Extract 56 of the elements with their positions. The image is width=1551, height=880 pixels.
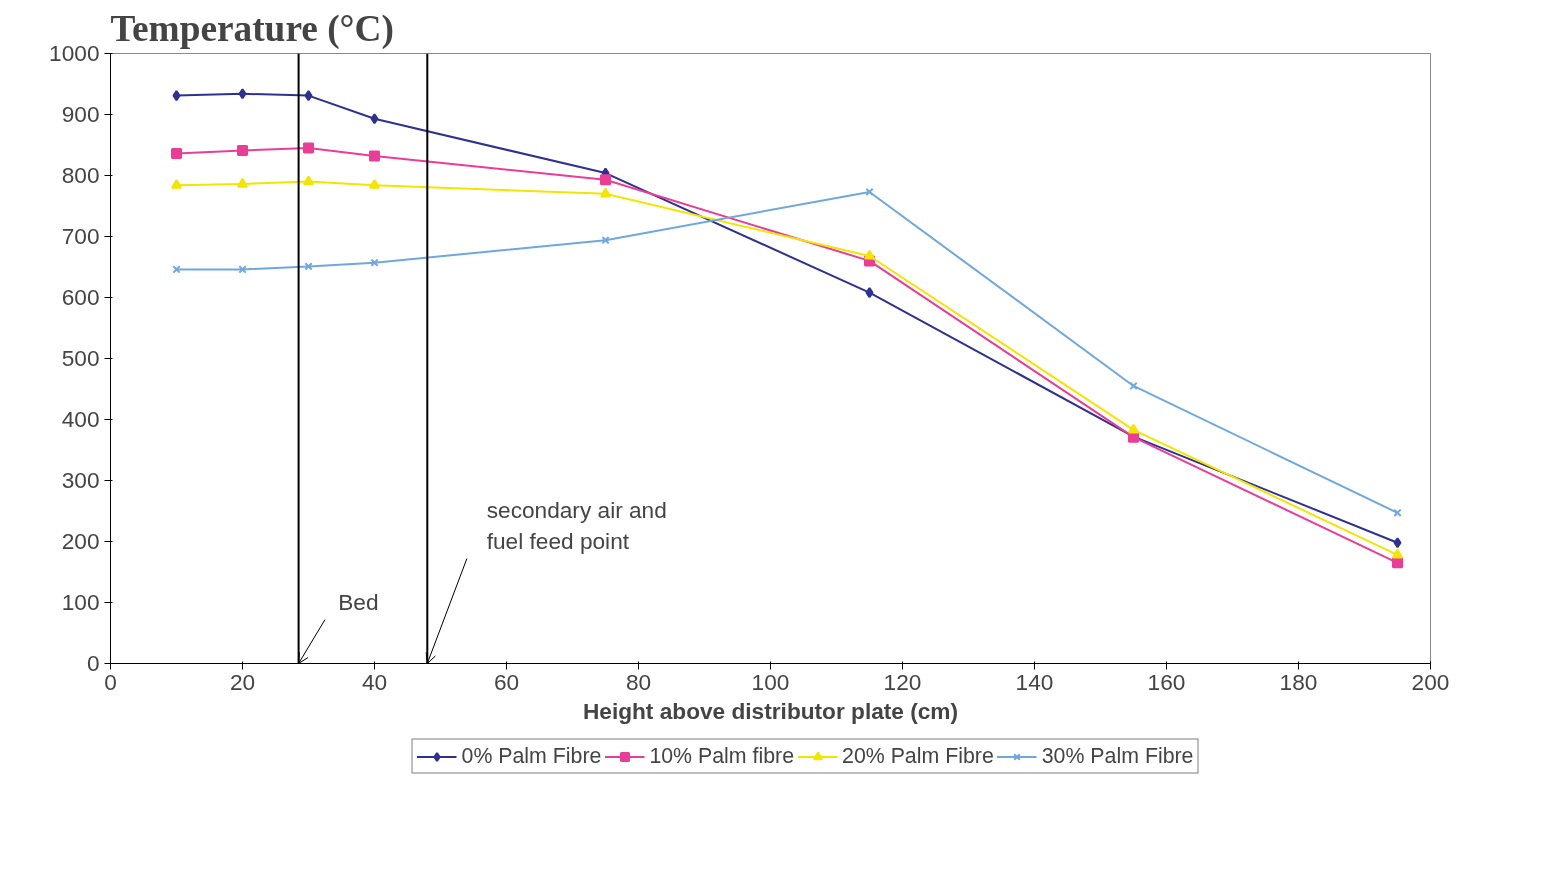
legend-label: 20% Palm Fibre (842, 743, 994, 769)
x-tick-label: 160 (1147, 668, 1186, 695)
y-tick-label: 100 (61, 589, 100, 615)
point (171, 179, 182, 189)
x-tick-label: 180 (1279, 668, 1318, 695)
point (600, 187, 611, 198)
x-tick-label: 120 (883, 668, 922, 695)
point (1393, 508, 1402, 518)
point (864, 249, 875, 260)
point (237, 144, 248, 156)
legend-label: 30% Palm Fibre (1041, 743, 1194, 769)
y-tick-label: 400 (61, 406, 100, 432)
point (369, 179, 380, 189)
point (238, 265, 247, 274)
point (172, 90, 181, 102)
ref-line-label: Bed (338, 588, 379, 615)
point (304, 262, 313, 271)
point (171, 148, 182, 160)
point (1392, 548, 1403, 559)
y-tick-label: 900 (61, 101, 100, 127)
y-tick-label: 700 (61, 223, 100, 249)
legend-label: 0% Palm Fibre (461, 743, 602, 769)
point (1128, 423, 1139, 434)
point (369, 150, 380, 162)
y-tick-label: 0 (86, 650, 100, 676)
x-axis-title: Height above distributor plate (cm) (582, 697, 959, 724)
point (865, 287, 874, 299)
y-tick-label: 1000 (49, 40, 100, 66)
point (303, 175, 314, 186)
point (601, 235, 610, 245)
point (600, 174, 611, 186)
x-tick-label: 200 (1411, 668, 1450, 695)
point (370, 113, 379, 125)
x-tick-label: 40 (361, 668, 388, 695)
point (172, 265, 181, 274)
ref-line-label: secondary air and fuel feed point (486, 496, 667, 554)
point (303, 142, 314, 154)
x-tick-label: 20 (229, 668, 256, 695)
point (237, 177, 248, 188)
point (370, 258, 379, 267)
y-tick-label: 500 (61, 345, 100, 371)
point (1129, 381, 1138, 391)
x-tick-label: 140 (1015, 668, 1054, 695)
x-tick-label: 100 (751, 668, 790, 695)
legend-label: 10% Palm fibre (649, 743, 795, 769)
point (304, 90, 313, 102)
x-tick-label: 80 (625, 668, 652, 695)
x-tick-label: 0 (104, 668, 117, 695)
chart-title: Temperature (°C) (110, 7, 394, 50)
point (1393, 537, 1402, 549)
point (238, 88, 247, 100)
y-tick-label: 200 (61, 528, 100, 554)
x-tick-label: 60 (493, 668, 520, 695)
y-tick-label: 300 (61, 467, 100, 493)
y-tick-label: 800 (61, 162, 100, 188)
y-tick-label: 600 (61, 284, 100, 310)
